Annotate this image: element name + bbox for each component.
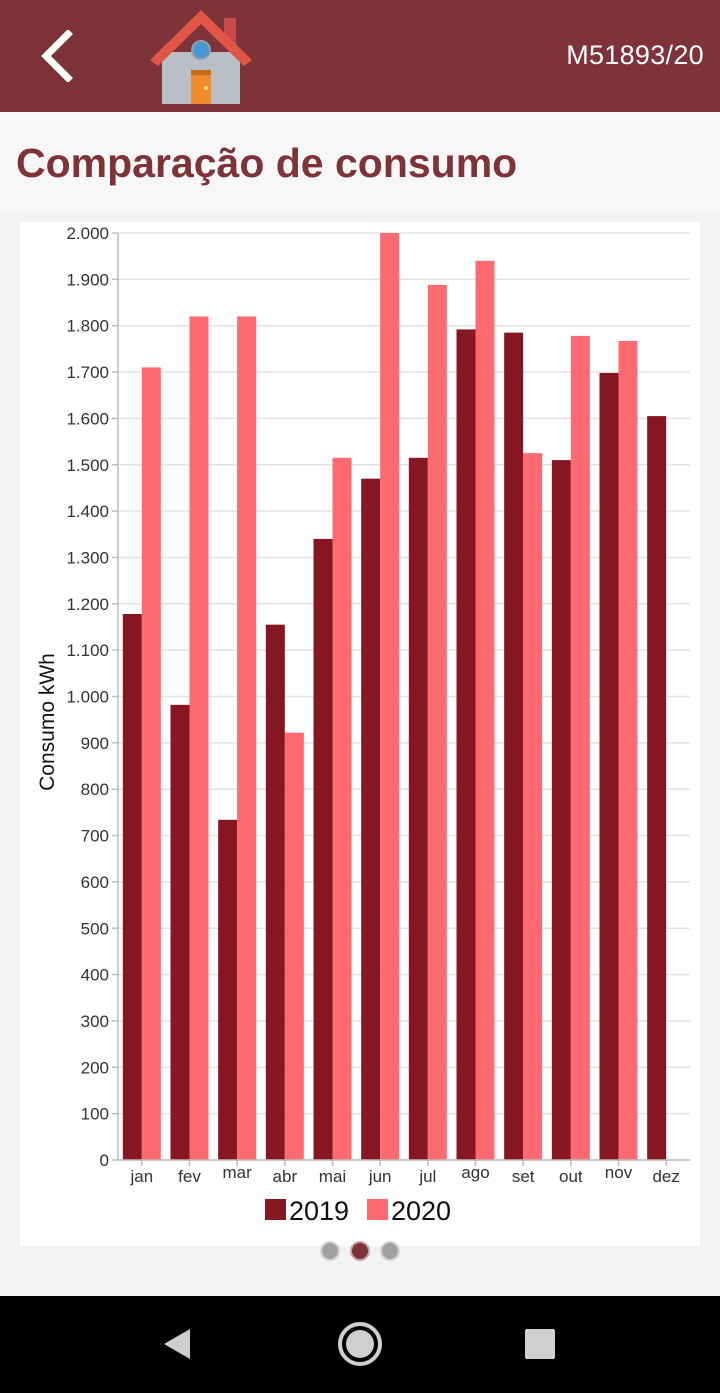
bar-2019-out[interactable] [551, 460, 571, 1160]
system-nav-bar [0, 1296, 720, 1393]
chevron-left-icon [41, 30, 73, 82]
bar-2019-set[interactable] [504, 332, 524, 1161]
y-tick-label: 1.000 [66, 688, 109, 707]
account-id: M51893/20 [566, 40, 704, 70]
y-tick-label: 400 [81, 966, 109, 985]
bar-2019-ago[interactable] [456, 329, 476, 1161]
bar-2019-mai[interactable] [313, 538, 333, 1160]
y-tick-label: 900 [81, 734, 109, 753]
bar-2019-nov[interactable] [599, 372, 619, 1160]
system-recents-button[interactable] [508, 1314, 572, 1374]
x-tick-label: jun [368, 1167, 392, 1186]
x-tick-label: set [512, 1167, 535, 1186]
y-tick-label: 2.000 [66, 224, 109, 243]
bar-2020-nov[interactable] [618, 340, 638, 1160]
legend-label-2020: 2020 [391, 1196, 451, 1226]
bar-2020-set[interactable] [523, 453, 543, 1161]
x-tick-label: mar [223, 1163, 253, 1182]
page-dot-1[interactable] [320, 1241, 340, 1261]
bar-2019-fev[interactable] [170, 704, 190, 1160]
bar-2020-out[interactable] [570, 335, 590, 1161]
square-recents-icon [525, 1329, 555, 1359]
y-tick-label: 700 [81, 827, 109, 846]
bar-2020-mai[interactable] [332, 457, 352, 1160]
x-tick-label: mai [319, 1167, 346, 1186]
y-tick-label: 500 [81, 919, 109, 938]
title-strip [0, 112, 720, 212]
y-tick-label: 100 [81, 1105, 109, 1124]
y-axis-label: Consumo kWh [36, 653, 59, 791]
legend-swatch-2020 [367, 1199, 388, 1220]
bar-2020-jun[interactable] [380, 233, 400, 1160]
bar-2019-jan[interactable] [122, 613, 142, 1160]
triangle-back-icon [164, 1329, 190, 1359]
bar-2020-abr[interactable] [284, 732, 304, 1160]
y-tick-label: 200 [81, 1058, 109, 1077]
page-dot-2[interactable] [350, 1241, 370, 1261]
page-title: Comparação de consumo [16, 140, 518, 186]
y-tick-label: 1.800 [66, 317, 109, 336]
y-tick-label: 1.700 [66, 363, 109, 382]
consumption-bar-chart: 0 100 200 300 400 500 600 700 800 900 1.000 1.100 1.… [36, 224, 690, 1226]
bar-2020-ago[interactable] [475, 260, 495, 1160]
system-home-button[interactable] [328, 1314, 392, 1374]
y-tick-label: 1.500 [66, 456, 109, 475]
y-tick-label: 800 [81, 780, 109, 799]
y-tick-label: 1.900 [66, 270, 109, 289]
bar-2019-mar[interactable] [218, 819, 238, 1160]
house-icon [150, 10, 252, 104]
y-tick-label: 1.400 [66, 502, 109, 521]
bar-2020-mar[interactable] [237, 316, 257, 1160]
legend-label-2019: 2019 [289, 1196, 349, 1226]
y-tick-label: 1.600 [66, 409, 109, 428]
system-back-button[interactable] [146, 1314, 210, 1374]
page-indicator [0, 1239, 720, 1263]
app-bar: M51893/20 [0, 0, 720, 112]
bar-2019-jun[interactable] [361, 478, 381, 1160]
legend-swatch-2019 [265, 1199, 286, 1220]
x-tick-label: nov [605, 1163, 633, 1182]
x-tick-label: abr [273, 1167, 298, 1186]
x-tick-label: ago [461, 1163, 489, 1182]
x-tick-label: jan [129, 1167, 153, 1186]
y-tick-label: 300 [81, 1012, 109, 1031]
y-tick-label: 0 [100, 1151, 109, 1170]
bar-2019-abr[interactable] [265, 624, 285, 1160]
bar-2020-jul[interactable] [427, 284, 447, 1160]
bar-2020-fev[interactable] [189, 316, 209, 1160]
bar-2019-dez[interactable] [647, 416, 667, 1160]
x-tick-label: out [559, 1167, 583, 1186]
bar-2019-jul[interactable] [408, 457, 428, 1160]
back-button[interactable] [28, 26, 84, 86]
chart-card: 0 100 200 300 400 500 600 700 800 900 1.000 1.100 1.… [20, 222, 700, 1246]
x-tick-label: fev [178, 1167, 201, 1186]
y-tick-label: 600 [81, 873, 109, 892]
page-dot-3[interactable] [380, 1241, 400, 1261]
x-tick-label: jul [418, 1167, 436, 1186]
y-tick-label: 1.100 [66, 641, 109, 660]
y-tick-label: 1.300 [66, 548, 109, 567]
circle-home-icon [338, 1322, 382, 1366]
bar-2020-jan[interactable] [141, 367, 161, 1160]
y-tick-label: 1.200 [66, 595, 109, 614]
x-tick-label: dez [652, 1167, 679, 1186]
